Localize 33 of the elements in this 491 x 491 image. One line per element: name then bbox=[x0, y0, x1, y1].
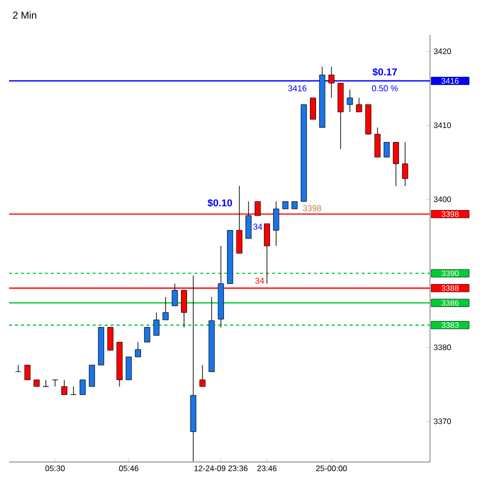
candlestick bbox=[264, 223, 270, 284]
annotation: $0.17 bbox=[372, 68, 397, 76]
candlestick bbox=[328, 66, 334, 98]
candlestick bbox=[374, 127, 381, 158]
candlestick bbox=[107, 326, 114, 351]
candlestick bbox=[246, 201, 252, 239]
annotation: $0.10 bbox=[208, 198, 232, 208]
candlestick bbox=[384, 142, 390, 158]
annotation: 34 bbox=[253, 224, 262, 230]
annotation: 3416 bbox=[288, 85, 306, 92]
annotation: 0.50 % bbox=[372, 85, 398, 92]
candlestick bbox=[162, 296, 169, 320]
candlestick bbox=[144, 326, 150, 342]
candlestick bbox=[134, 342, 141, 358]
candlestick bbox=[88, 364, 95, 387]
candlestick bbox=[172, 283, 178, 306]
chart-title: 2 Min bbox=[13, 11, 36, 19]
candlestick bbox=[273, 201, 280, 246]
candlestick bbox=[199, 364, 206, 387]
candlestick bbox=[392, 142, 399, 186]
candlestick bbox=[24, 364, 30, 380]
candlestick bbox=[402, 142, 408, 186]
candlestick bbox=[356, 98, 362, 112]
annotation: 3398 bbox=[302, 205, 322, 212]
candlestick bbox=[80, 380, 86, 396]
candlestick bbox=[70, 386, 76, 396]
candlestick bbox=[61, 380, 68, 396]
candlestick bbox=[310, 98, 316, 120]
candlestick bbox=[153, 312, 160, 336]
candlestick bbox=[346, 89, 353, 112]
candlestick bbox=[126, 356, 132, 380]
candlestick bbox=[52, 380, 58, 387]
annotation: 34 bbox=[255, 278, 264, 284]
